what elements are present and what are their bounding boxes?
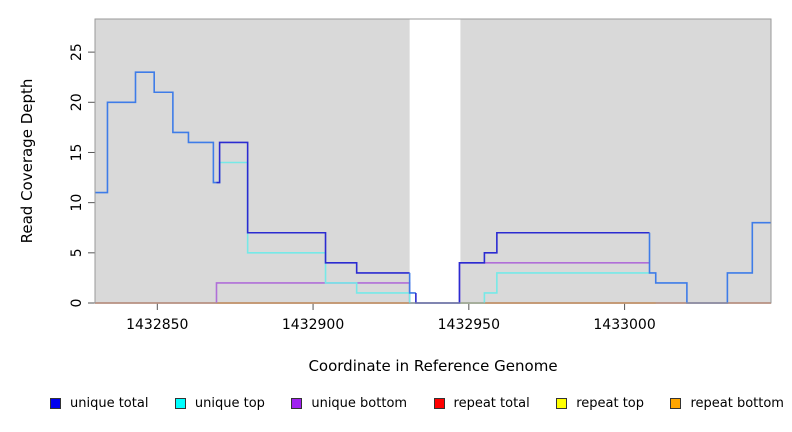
legend-item: repeat bottom: [670, 396, 784, 411]
coverage-plot: 1432850 1432900 1432950 1433000 0 5 10 15 20 25 Re…: [18, 18, 772, 375]
legend-label: unique bottom: [311, 396, 408, 411]
legend-item: unique top: [174, 396, 265, 411]
y-tick-label: 15: [69, 144, 85, 162]
legend-swatch-icon: [291, 398, 303, 409]
legend-label: repeat total: [453, 396, 530, 411]
x-tick-label: 1432900: [282, 317, 344, 333]
legend-item: repeat total: [433, 396, 530, 411]
series-line-unique-total: [95, 71, 217, 194]
x-tick-label: 1432850: [126, 317, 188, 333]
y-axis-title: Read Coverage Depth: [18, 79, 36, 244]
legend-label: repeat top: [576, 396, 644, 411]
legend-label: unique top: [194, 396, 265, 411]
series-line-unique-total: [216, 141, 410, 274]
legend-label: repeat bottom: [690, 396, 784, 411]
legend-item: unique total: [50, 396, 148, 411]
legend-swatch-icon: [433, 398, 445, 409]
highlight-band: [409, 19, 461, 303]
legend-swatch-icon: [556, 398, 568, 409]
y-tick-label: 20: [69, 93, 85, 111]
y-tick-label: 10: [69, 194, 85, 212]
legend-swatch-icon: [50, 398, 61, 409]
legend: unique total unique top unique bottom repea…: [50, 396, 784, 411]
x-tick-label: 1433000: [593, 317, 655, 333]
legend-item: unique bottom: [291, 396, 407, 411]
y-tick-label: 25: [69, 43, 85, 61]
x-tick-label: 1432950: [438, 317, 500, 333]
y-tick-label: 0: [69, 299, 85, 308]
legend-swatch-icon: [670, 398, 682, 409]
legend-swatch-icon: [174, 398, 186, 409]
plot-frame: [94, 18, 772, 304]
x-axis-title: Coordinate in Reference Genome: [308, 357, 557, 375]
legend-item: repeat top: [556, 396, 644, 411]
legend-label: unique total: [70, 396, 149, 411]
y-tick-label: 5: [69, 248, 85, 257]
series-line-unique-top: [216, 161, 650, 304]
series-line-unique-total: [408, 272, 416, 294]
